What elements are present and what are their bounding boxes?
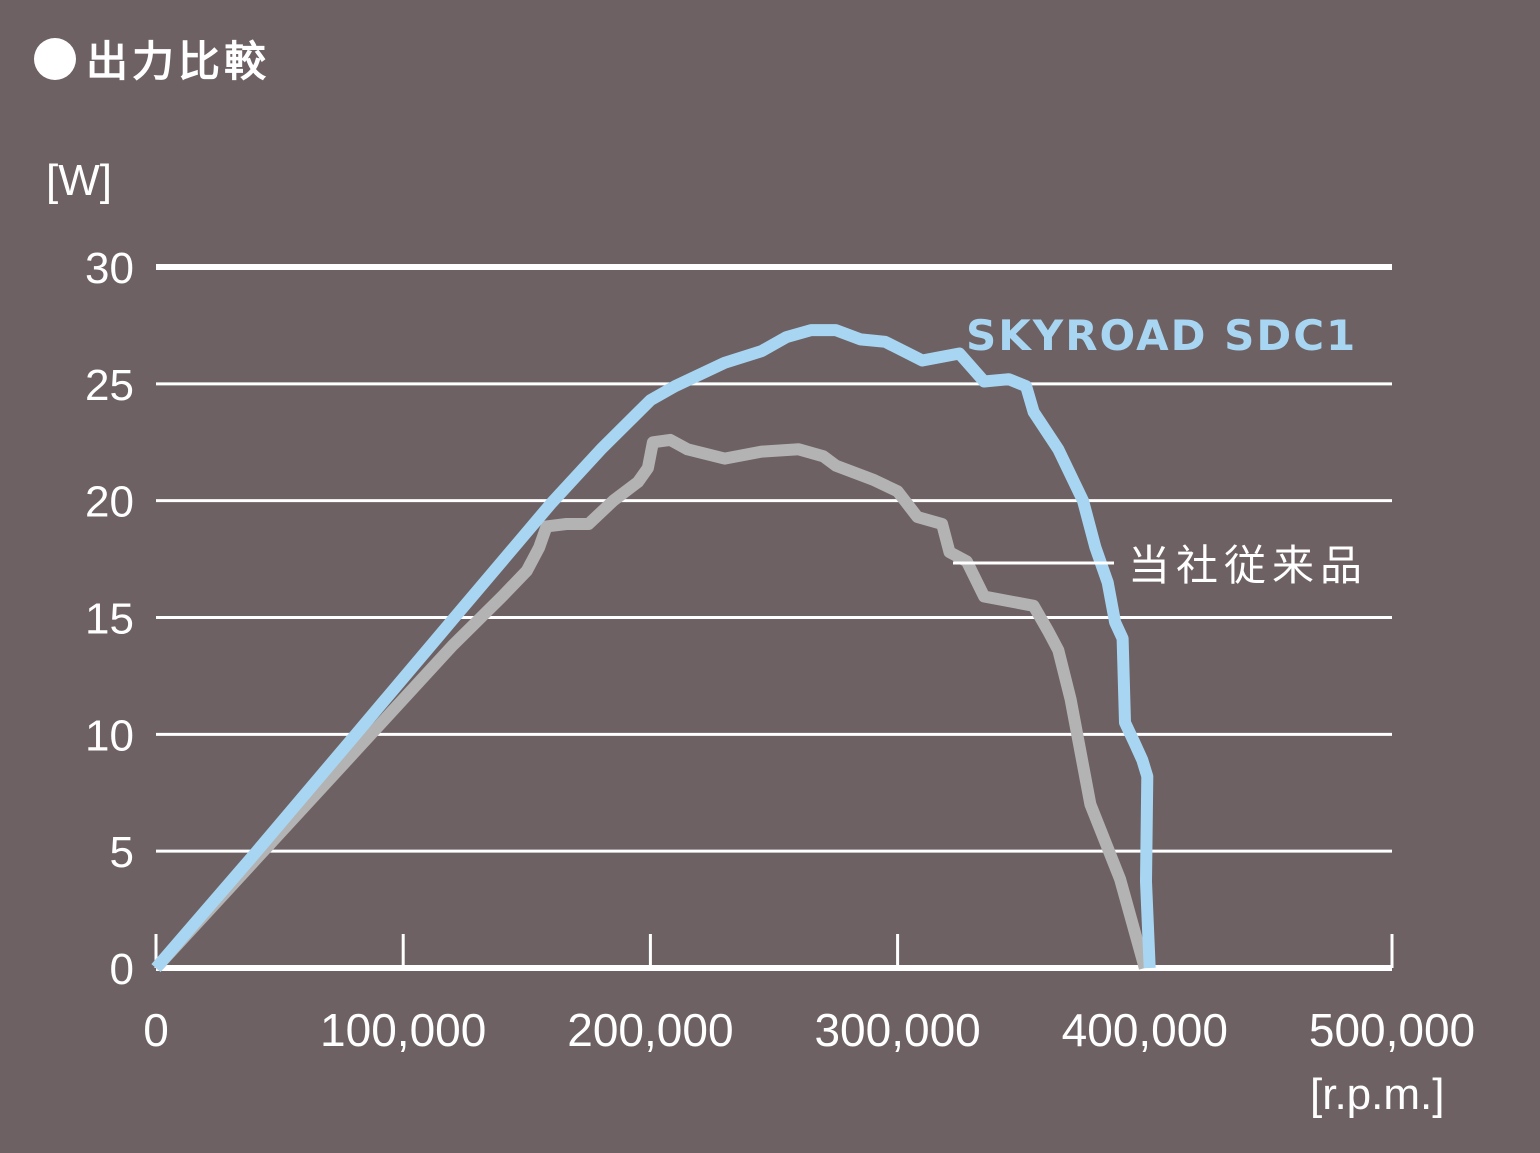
chart-title-text: 出力比較 (86, 37, 271, 86)
legacy-label: 当社従来品 (1128, 541, 1368, 590)
y-axis-ticks: 0 5 10 15 20 25 30 (85, 244, 134, 994)
x-tick-label: 200,000 (567, 1004, 733, 1056)
skyroad-sdc1-line (151, 324, 1156, 972)
x-tick-label: 500,000 (1309, 1004, 1475, 1056)
x-tick-label: 300,000 (814, 1004, 980, 1056)
y-tick-label: 0 (110, 945, 134, 994)
bullet-dot-icon (34, 37, 76, 80)
y-tick-label: 20 (85, 478, 134, 527)
series-annotations: SKYROAD SDC1 当社従来品 (953, 311, 1368, 590)
x-axis: 0 100,000 200,000 300,000 400,000 500,000 (143, 934, 1475, 1056)
y-tick-label: 15 (85, 595, 134, 644)
legacy-product-line (151, 433, 1151, 973)
y-tick-label: 30 (85, 244, 134, 293)
x-axis-unit: [r.p.m.] (1310, 1070, 1445, 1119)
y-tick-label: 5 (110, 828, 134, 877)
x-tick-label: 400,000 (1062, 1004, 1228, 1056)
x-tick-label: 0 (143, 1004, 169, 1056)
y-tick-label: 25 (85, 361, 134, 410)
y-tick-label: 10 (85, 711, 134, 760)
x-tick-label: 100,000 (320, 1004, 486, 1056)
chart-title: 出力比較 (34, 28, 270, 89)
skyroad-label: SKYROAD SDC1 (966, 311, 1357, 360)
series-lines (151, 324, 1156, 973)
y-axis-unit: [W] (46, 156, 112, 205)
